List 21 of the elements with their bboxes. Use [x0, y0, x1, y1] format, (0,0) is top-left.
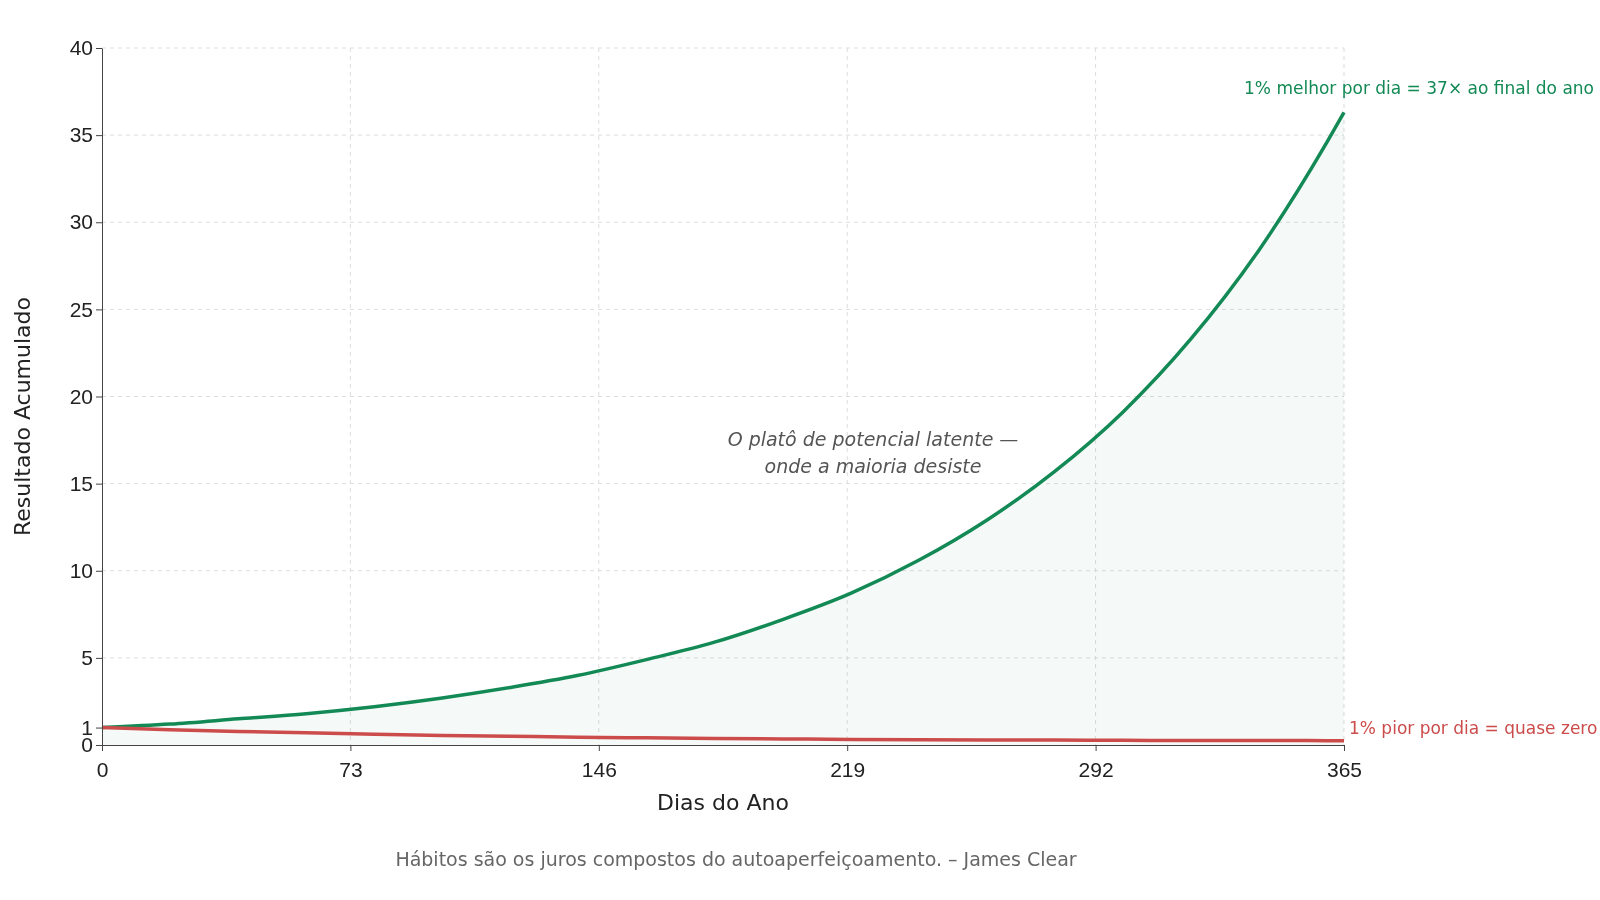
y-tick-label: 5: [81, 646, 93, 670]
x-axis-title: Dias do Ano: [657, 790, 789, 815]
y-tick-label: 35: [69, 123, 93, 147]
text: Hábitos são os juros compostos do autoaperfeiçoamento. – James Clear: [395, 848, 1077, 870]
text: 1% melhor por dia = 37× ao final do ano: [1244, 78, 1594, 98]
y-tick-label: 25: [69, 297, 93, 321]
y-tick-label: 40: [69, 36, 93, 60]
y-tick-label: 1: [81, 715, 93, 739]
y-tick-label: 20: [69, 384, 93, 408]
x-tick-label: 292: [1078, 758, 1114, 782]
y-tick-label: 10: [69, 558, 93, 582]
x-tick-label: 73: [339, 758, 363, 782]
series-label: 1% pior por dia = quase zero: [1349, 717, 1598, 738]
y-axis-title: Resultado Acumulado: [10, 297, 35, 536]
annotation: O platô de potencial latente — onde a maioria desiste: [727, 428, 1019, 477]
y-tick-label: 15: [69, 471, 93, 495]
x-tick-label: 219: [830, 758, 866, 782]
x-tick-label: 365: [1326, 758, 1363, 782]
y-tick-label: 30: [69, 210, 93, 234]
x-tick-label: 146: [581, 758, 617, 782]
x-tick-label: 0: [96, 758, 109, 782]
